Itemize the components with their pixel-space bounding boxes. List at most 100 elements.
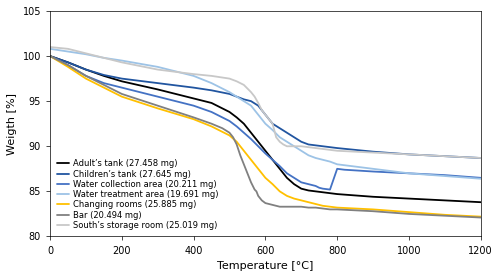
Water treatment area (19.691 mg) — [208, 81, 214, 85]
Children’s tank (27.645 mg) — [119, 77, 125, 80]
Bar (20.494 mg) — [298, 205, 304, 208]
Water collection area (20.211 mg) — [65, 63, 71, 67]
Adult’s tank (27.458 mg) — [154, 88, 160, 91]
Water treatment area (19.691 mg) — [262, 122, 268, 125]
South’s storage room (25.019 mg) — [234, 80, 239, 83]
Children’s tank (27.645 mg) — [101, 73, 107, 77]
Water treatment area (19.691 mg) — [248, 104, 254, 107]
Children’s tank (27.645 mg) — [208, 89, 214, 92]
Children’s tank (27.645 mg) — [270, 122, 276, 125]
Bar (20.494 mg) — [244, 172, 250, 175]
Bar (20.494 mg) — [262, 202, 268, 205]
South’s storage room (25.019 mg) — [306, 145, 312, 149]
South’s storage room (25.019 mg) — [273, 136, 279, 139]
South’s storage room (25.019 mg) — [284, 145, 290, 148]
Water treatment area (19.691 mg) — [119, 59, 125, 62]
Children’s tank (27.645 mg) — [276, 126, 282, 130]
Changing rooms (25.885 mg) — [248, 158, 254, 162]
Bar (20.494 mg) — [248, 181, 254, 184]
Adult’s tank (27.458 mg) — [255, 140, 261, 143]
Water treatment area (19.691 mg) — [83, 53, 89, 56]
South’s storage room (25.019 mg) — [226, 77, 232, 80]
Adult’s tank (27.458 mg) — [248, 131, 254, 134]
South’s storage room (25.019 mg) — [119, 61, 125, 64]
Children’s tank (27.645 mg) — [262, 113, 268, 116]
Bar (20.494 mg) — [255, 194, 261, 198]
South’s storage room (25.019 mg) — [101, 56, 107, 59]
South’s storage room (25.019 mg) — [270, 122, 276, 125]
Children’s tank (27.645 mg) — [47, 54, 53, 58]
Water collection area (20.211 mg) — [234, 125, 239, 128]
Changing rooms (25.885 mg) — [276, 190, 282, 193]
Line: Water collection area (20.211 mg): Water collection area (20.211 mg) — [50, 56, 480, 190]
Bar (20.494 mg) — [190, 116, 196, 119]
Water collection area (20.211 mg) — [320, 187, 326, 190]
South’s storage room (25.019 mg) — [312, 147, 318, 150]
Water treatment area (19.691 mg) — [478, 177, 484, 180]
South’s storage room (25.019 mg) — [208, 74, 214, 78]
Bar (20.494 mg) — [226, 131, 232, 134]
Water collection area (20.211 mg) — [284, 172, 290, 175]
Children’s tank (27.645 mg) — [241, 98, 247, 101]
Adult’s tank (27.458 mg) — [234, 116, 239, 119]
Bar (20.494 mg) — [208, 122, 214, 125]
South’s storage room (25.019 mg) — [280, 143, 286, 146]
Adult’s tank (27.458 mg) — [478, 200, 484, 204]
Water collection area (20.211 mg) — [276, 165, 282, 168]
Bar (20.494 mg) — [65, 63, 71, 67]
Adult’s tank (27.458 mg) — [442, 199, 448, 202]
Water treatment area (19.691 mg) — [320, 158, 326, 162]
Changing rooms (25.885 mg) — [309, 202, 315, 205]
Bar (20.494 mg) — [259, 199, 265, 202]
Water collection area (20.211 mg) — [208, 110, 214, 114]
Changing rooms (25.885 mg) — [320, 204, 326, 207]
Water collection area (20.211 mg) — [248, 137, 254, 141]
Changing rooms (25.885 mg) — [119, 95, 125, 98]
Adult’s tank (27.458 mg) — [270, 158, 276, 162]
Children’s tank (27.645 mg) — [298, 140, 304, 143]
South’s storage room (25.019 mg) — [255, 101, 261, 105]
Changing rooms (25.885 mg) — [291, 197, 297, 200]
South’s storage room (25.019 mg) — [478, 156, 484, 160]
Bar (20.494 mg) — [442, 214, 448, 217]
Line: Water treatment area (19.691 mg): Water treatment area (19.691 mg) — [50, 49, 480, 179]
Bar (20.494 mg) — [252, 188, 258, 191]
Changing rooms (25.885 mg) — [241, 149, 247, 152]
Water collection area (20.211 mg) — [255, 145, 261, 148]
Bar (20.494 mg) — [306, 206, 312, 209]
Changing rooms (25.885 mg) — [226, 134, 232, 137]
Water treatment area (19.691 mg) — [312, 156, 318, 160]
Adult’s tank (27.458 mg) — [65, 61, 71, 64]
Water treatment area (19.691 mg) — [101, 56, 107, 59]
Changing rooms (25.885 mg) — [101, 86, 107, 89]
Adult’s tank (27.458 mg) — [190, 97, 196, 100]
Children’s tank (27.645 mg) — [312, 144, 318, 147]
South’s storage room (25.019 mg) — [83, 52, 89, 55]
Bar (20.494 mg) — [370, 210, 376, 213]
Bar (20.494 mg) — [83, 74, 89, 78]
Adult’s tank (27.458 mg) — [208, 101, 214, 105]
Water treatment area (19.691 mg) — [406, 172, 412, 175]
Water collection area (20.211 mg) — [83, 74, 89, 78]
Line: Adult’s tank (27.458 mg): Adult’s tank (27.458 mg) — [50, 56, 480, 202]
Bar (20.494 mg) — [406, 212, 412, 215]
South’s storage room (25.019 mg) — [320, 147, 326, 151]
Water collection area (20.211 mg) — [241, 131, 247, 134]
South’s storage room (25.019 mg) — [291, 145, 297, 148]
Bar (20.494 mg) — [241, 163, 247, 166]
Bar (20.494 mg) — [238, 154, 244, 157]
Changing rooms (25.885 mg) — [284, 194, 290, 198]
Bar (20.494 mg) — [320, 207, 326, 210]
Children’s tank (27.645 mg) — [370, 150, 376, 153]
Bar (20.494 mg) — [276, 205, 282, 208]
Bar (20.494 mg) — [220, 126, 226, 130]
Changing rooms (25.885 mg) — [83, 77, 89, 80]
Adult’s tank (27.458 mg) — [306, 189, 312, 192]
Children’s tank (27.645 mg) — [334, 147, 340, 150]
Water treatment area (19.691 mg) — [255, 113, 261, 116]
Changing rooms (25.885 mg) — [255, 167, 261, 170]
Adult’s tank (27.458 mg) — [298, 187, 304, 190]
Line: Bar (20.494 mg): Bar (20.494 mg) — [50, 56, 480, 217]
Water collection area (20.211 mg) — [342, 168, 347, 171]
Changing rooms (25.885 mg) — [47, 54, 53, 58]
